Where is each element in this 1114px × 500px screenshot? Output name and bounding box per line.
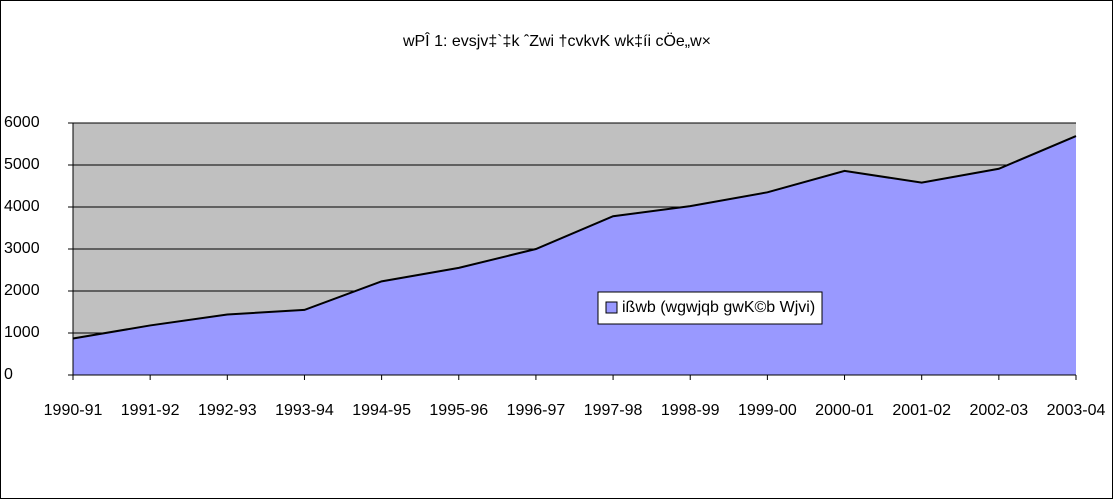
x-tick-label: 1998-99: [661, 402, 720, 419]
x-tick-label: 2002-03: [969, 402, 1028, 419]
x-tick-label: 1993-94: [275, 402, 334, 419]
y-tick-label: 5000: [4, 156, 40, 173]
legend-label: ißwb (wgwjqb gwK©b Wjvi): [622, 299, 815, 316]
x-tick-label: 1995-96: [429, 402, 488, 419]
chart-title: wPÎ 1: evsjv‡`‡k ˆZwi †cvkvK wk‡íi cÖe„w…: [402, 31, 711, 50]
x-tick-label: 1999-00: [738, 402, 797, 419]
x-tick-label: 1997-98: [584, 402, 643, 419]
x-tick-label: 1991-92: [121, 402, 180, 419]
y-tick-label: 0: [4, 366, 13, 383]
legend-box: [597, 291, 823, 325]
y-tick-label: 3000: [4, 240, 40, 257]
y-tick-label: 6000: [4, 114, 40, 131]
x-tick-label: 1990-91: [44, 402, 103, 419]
x-tick-label: 1992-93: [198, 402, 257, 419]
x-tick-label: 1996-97: [507, 402, 566, 419]
y-tick-label: 2000: [4, 282, 40, 299]
y-tick-label: 1000: [4, 324, 40, 341]
x-tick-label: 2003-04: [1047, 402, 1106, 419]
x-tick-label: 2000-01: [815, 402, 874, 419]
legend-swatch: [605, 301, 618, 314]
area-line: [72, 135, 1077, 340]
x-tick-label: 1994-95: [352, 402, 411, 419]
area: [73, 136, 1076, 375]
y-tick-label: 4000: [4, 198, 40, 215]
x-tick-label: 2001-02: [892, 402, 951, 419]
